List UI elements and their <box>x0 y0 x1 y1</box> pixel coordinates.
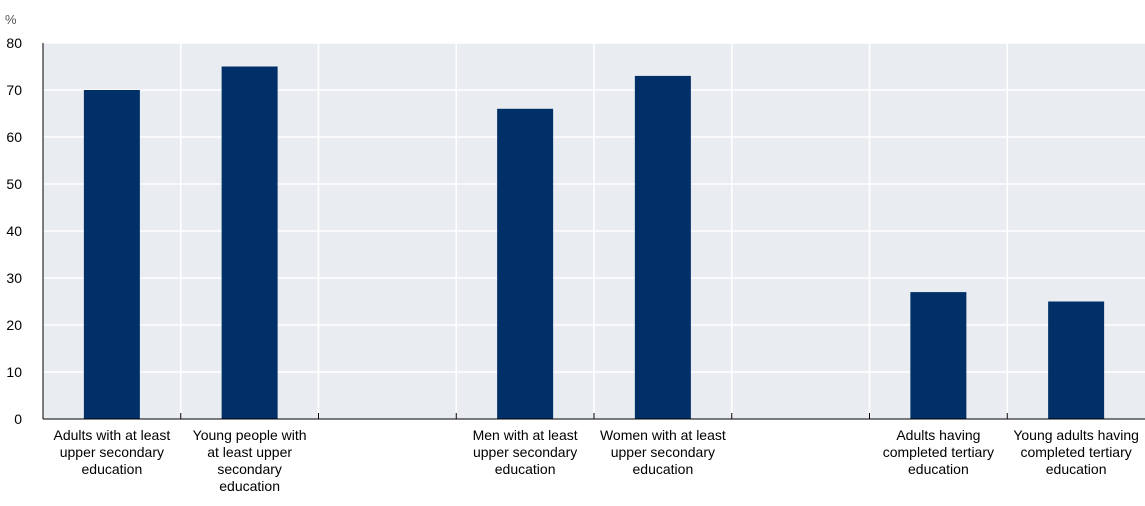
y-tick-label: 30 <box>6 270 22 286</box>
y-axis-unit-label: % <box>5 12 17 27</box>
y-tick-label: 80 <box>6 35 22 51</box>
x-category-label: Women with at least upper secondary educat… <box>600 427 726 477</box>
bars <box>83 66 1105 420</box>
y-tick-label: 20 <box>6 317 22 333</box>
bar <box>1048 301 1105 419</box>
y-tick-label: 40 <box>6 223 22 239</box>
bar <box>83 90 140 419</box>
y-tick-label: 0 <box>14 411 22 427</box>
bar <box>910 292 967 419</box>
x-category-label: Men with at least upper secondary educatio… <box>473 427 578 477</box>
labels: 0 10 20 30 40 50 60 70 80 Adults with at least upp… <box>6 35 1139 494</box>
bar <box>221 66 278 419</box>
bar <box>497 108 554 420</box>
x-category-label: Adults with at least upper secondary educa… <box>54 427 171 477</box>
y-tick-label: 10 <box>6 364 22 380</box>
x-category-label: Young adults having completed tertiary edu… <box>1013 427 1139 477</box>
axes <box>42 43 1145 420</box>
bar <box>634 75 691 420</box>
x-category-label: Young people with at least upper secondary… <box>193 427 307 494</box>
y-tick-label: 50 <box>6 176 22 192</box>
x-category-label: Adults having completed tertiary education <box>883 427 994 477</box>
y-tick-label: 60 <box>6 129 22 145</box>
y-tick-label: 70 <box>6 82 22 98</box>
